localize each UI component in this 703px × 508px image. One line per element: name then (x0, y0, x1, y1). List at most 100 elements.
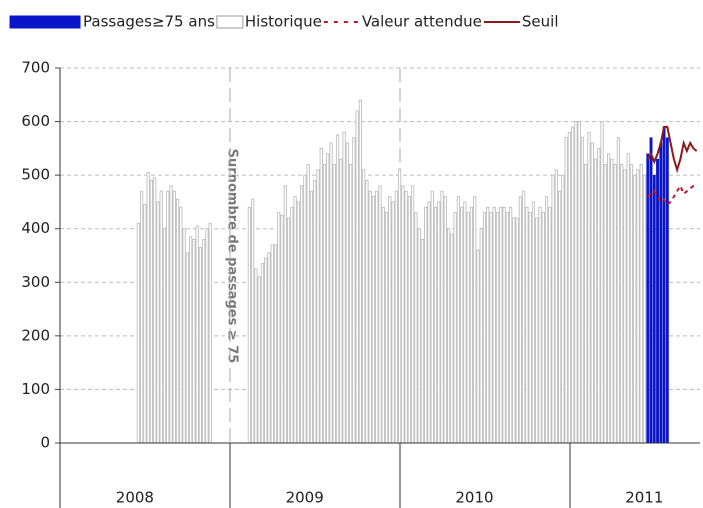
bar (450, 233, 454, 444)
bar (283, 185, 287, 444)
bar (270, 244, 274, 444)
x-tick-label: 2010 (455, 489, 493, 507)
y-tick-label: 600 (21, 112, 50, 130)
bar (558, 190, 562, 444)
bar (365, 180, 369, 444)
bar (375, 190, 379, 444)
bar (554, 169, 558, 444)
bar (332, 164, 336, 444)
bar (659, 142, 663, 444)
bar (656, 158, 659, 444)
bar (280, 214, 284, 444)
bar (398, 169, 402, 444)
bar (384, 212, 389, 444)
bar (293, 196, 297, 444)
bar (345, 142, 349, 444)
bar (371, 196, 376, 444)
bar (453, 212, 457, 444)
bar (277, 212, 281, 444)
bar (309, 190, 314, 444)
bar (505, 212, 509, 444)
y-tick-label: 0 (40, 434, 50, 452)
bar (525, 206, 529, 444)
bar (352, 137, 356, 444)
bar (623, 169, 627, 444)
bar (433, 206, 438, 444)
bar (319, 147, 323, 444)
bar (574, 121, 578, 444)
legend-swatch (9, 15, 81, 29)
bar (417, 228, 421, 444)
bar (208, 222, 212, 444)
bar (499, 206, 503, 444)
bar (335, 134, 340, 444)
y-tick-label: 200 (21, 326, 50, 344)
legend-label: Passages≥75 ans (83, 13, 215, 31)
bar (175, 198, 180, 444)
bar (495, 212, 500, 444)
bar (358, 99, 362, 444)
bar (411, 185, 415, 444)
bar (260, 263, 265, 444)
bar (590, 142, 594, 444)
bar (149, 180, 154, 444)
y-tick-label: 400 (21, 219, 50, 237)
bar (620, 164, 624, 444)
bar (473, 196, 477, 444)
bar (394, 190, 398, 444)
bar (414, 212, 418, 444)
bar (456, 196, 460, 444)
bar (610, 158, 614, 444)
bar (378, 185, 382, 444)
bar (247, 206, 251, 444)
bar (662, 126, 666, 444)
legend: Passages≥75 ans Historique Valeur attendue… (9, 13, 558, 31)
bar (443, 196, 447, 444)
bar (349, 164, 353, 444)
bar (551, 174, 555, 444)
bar (326, 153, 330, 444)
bar (531, 201, 536, 444)
bar (329, 142, 333, 444)
bar (515, 217, 519, 444)
bar (316, 169, 320, 444)
bar (606, 153, 611, 444)
bar (528, 212, 532, 444)
bar (642, 174, 647, 444)
bar (300, 185, 304, 444)
bar (322, 164, 327, 444)
bar (339, 158, 343, 444)
bar (548, 206, 552, 444)
bar (593, 158, 598, 444)
bar (303, 174, 307, 444)
bar (613, 164, 617, 444)
bar (306, 164, 310, 444)
bar (633, 174, 637, 444)
bar (567, 131, 571, 444)
bar (489, 212, 493, 444)
bar (143, 204, 147, 444)
bar (205, 228, 209, 444)
line (646, 125, 698, 174)
bar (404, 190, 408, 444)
legend-swatch (216, 15, 244, 29)
bar (492, 206, 496, 444)
bar (296, 201, 300, 444)
bar (391, 201, 395, 444)
annotation: Surnombre de passages ≥ 75 (225, 149, 240, 364)
bar (424, 206, 428, 444)
bar (479, 228, 483, 444)
bar (544, 196, 549, 444)
y-tick-label: 700 (21, 59, 50, 77)
bar (541, 212, 545, 444)
bar (198, 247, 202, 444)
bar (603, 164, 607, 444)
bar (538, 206, 542, 444)
bar (564, 137, 568, 444)
bar (430, 190, 434, 444)
bar (172, 190, 176, 444)
bar (561, 174, 565, 444)
bar (600, 121, 604, 444)
bar (355, 110, 359, 444)
